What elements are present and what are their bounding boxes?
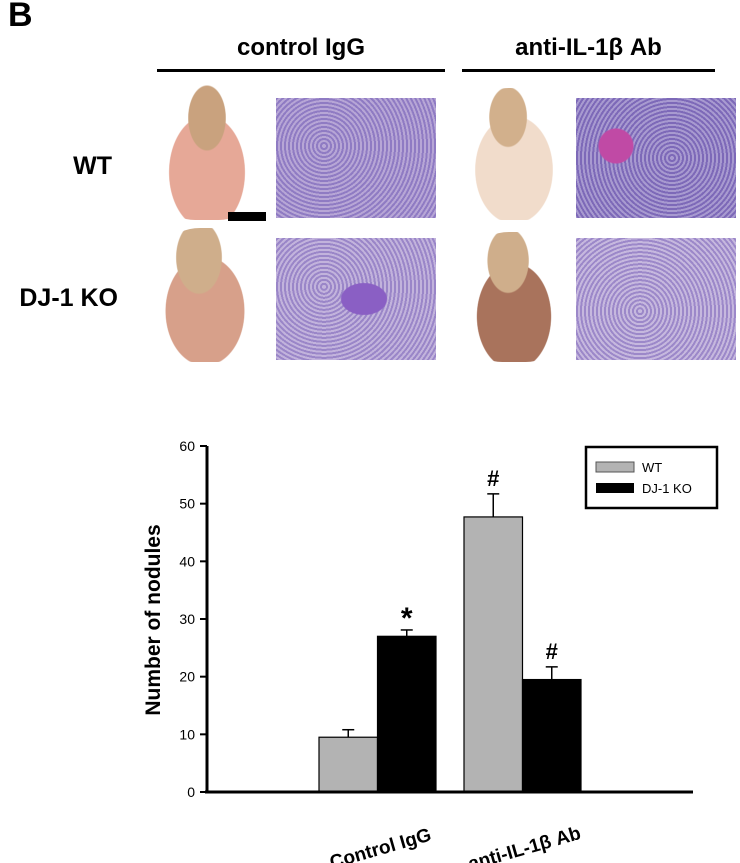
- y-tick-label: 10: [179, 726, 195, 742]
- histology-image-wt-anti: [576, 98, 736, 218]
- legend-label-wt: WT: [642, 460, 662, 475]
- legend: WT DJ-1 KO: [584, 445, 719, 510]
- legend-swatch-wt: [595, 461, 635, 473]
- x-tick-label: Control IgG: [328, 825, 434, 863]
- significance-marker: #: [487, 466, 499, 491]
- legend-swatch-ko: [596, 483, 634, 493]
- y-axis-label: Number of nodules: [142, 524, 165, 715]
- histology-image-wt-control: [276, 98, 436, 218]
- column-underline: [462, 69, 715, 72]
- significance-marker: #: [546, 639, 558, 664]
- lung-photo-wt-anti: [455, 88, 573, 220]
- row-label-dj1-ko: DJ-1 KO: [19, 284, 118, 312]
- y-tick-label: 50: [179, 496, 195, 512]
- histology-image-ko-control: [276, 238, 436, 360]
- bar-wt: [463, 516, 524, 793]
- x-tick-label: anti-IL-1β Ab: [466, 823, 583, 863]
- lung-photo-ko-control: [145, 228, 265, 362]
- lung-photo-ko-anti: [455, 232, 573, 362]
- legend-label-ko: DJ-1 KO: [642, 481, 692, 496]
- scale-bar: [228, 212, 266, 221]
- lung-photo-wt-control: [148, 84, 266, 220]
- column-header-anti-il1b: anti-IL-1β Ab: [515, 34, 662, 61]
- bar-dj-1-ko: [376, 635, 437, 793]
- significance-marker: *: [401, 602, 413, 635]
- column-header-control-igg: control IgG: [237, 34, 365, 61]
- bar-chart: 0 10 20 30 40 50 60 * # # Number of nodules Cont…: [142, 438, 719, 863]
- y-tick-label: 20: [179, 669, 195, 685]
- y-tick-label: 0: [187, 784, 195, 800]
- bar-dj-1-ko: [521, 678, 582, 793]
- y-tick-label: 40: [179, 553, 195, 569]
- y-tick-label: 60: [179, 438, 195, 454]
- column-underline: [157, 69, 445, 72]
- histology-image-ko-anti: [576, 238, 736, 360]
- row-label-wt: WT: [73, 152, 112, 180]
- panel-letter: B: [8, 0, 33, 34]
- legend-box: [584, 445, 719, 510]
- y-tick-label: 30: [179, 611, 195, 627]
- bar-wt: [318, 736, 379, 793]
